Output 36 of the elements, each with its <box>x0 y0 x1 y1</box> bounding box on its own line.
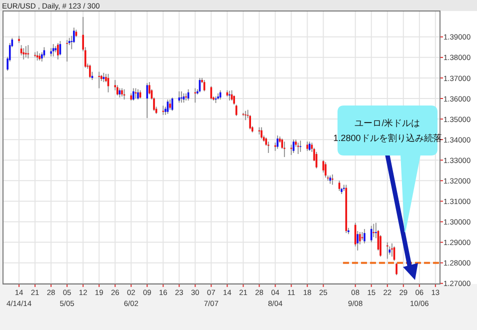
candlestick <box>391 242 393 258</box>
candlestick <box>57 42 59 60</box>
candlestick <box>22 48 24 60</box>
candlestick <box>180 90 182 104</box>
candlestick <box>370 225 372 243</box>
candlestick <box>316 151 318 169</box>
candlestick <box>24 46 27 58</box>
candlestick <box>89 64 91 78</box>
candlestick <box>260 126 262 140</box>
candlestick <box>268 141 270 154</box>
candlestick <box>146 82 148 118</box>
candlestick <box>98 71 100 89</box>
candlestick <box>300 140 302 152</box>
candlestick <box>284 141 286 158</box>
candlestick <box>292 139 294 154</box>
candlestick <box>249 114 251 130</box>
candlestick <box>132 88 134 102</box>
candlestick <box>244 110 246 121</box>
candlestick <box>52 44 54 57</box>
candlestick <box>306 141 308 152</box>
candlestick <box>386 242 388 260</box>
candlestick <box>233 94 235 106</box>
candlestick <box>364 228 366 244</box>
candlestick <box>308 141 310 152</box>
candlestick <box>276 135 278 150</box>
candlestick <box>297 142 300 154</box>
candlestick <box>228 90 230 102</box>
candlestick <box>169 99 171 110</box>
candlestick <box>332 174 334 186</box>
candlestick <box>324 162 326 178</box>
candlestick <box>235 104 238 116</box>
candlestick <box>137 88 139 100</box>
candlestick <box>66 40 68 62</box>
candlestick <box>185 92 187 102</box>
candlestick <box>396 262 398 276</box>
candlestick <box>219 90 222 100</box>
